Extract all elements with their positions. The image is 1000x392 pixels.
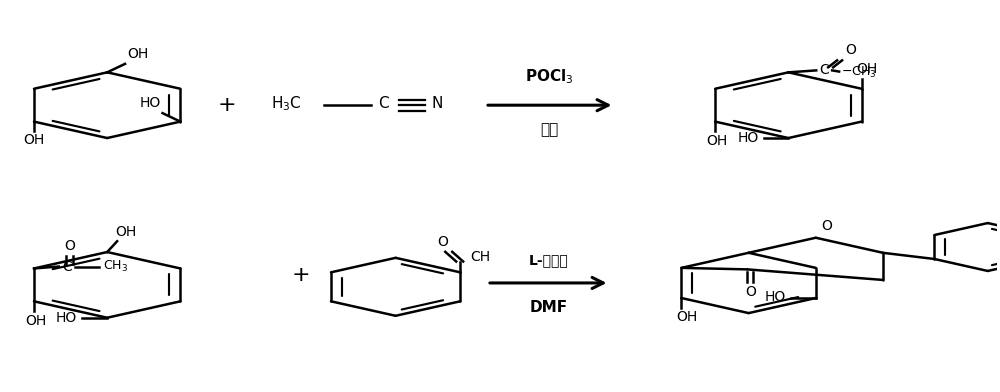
Text: DMF: DMF: [529, 300, 567, 315]
Text: O: O: [845, 43, 856, 57]
Text: HO: HO: [765, 290, 786, 304]
Text: O: O: [821, 219, 832, 233]
Text: +: +: [217, 95, 236, 115]
Text: HO: HO: [737, 131, 759, 145]
Text: OH: OH: [856, 62, 877, 76]
Text: C: C: [819, 64, 829, 77]
Text: OH: OH: [25, 314, 47, 328]
Text: $-$CH$_3$: $-$CH$_3$: [841, 65, 877, 80]
Text: OH: OH: [127, 47, 148, 61]
Text: CH: CH: [470, 250, 490, 264]
Text: N: N: [432, 96, 443, 111]
Text: OH: OH: [115, 225, 136, 238]
Text: L-脯氨酸: L-脯氨酸: [528, 253, 568, 267]
Text: O: O: [64, 240, 75, 253]
Text: CH$_3$: CH$_3$: [103, 259, 128, 274]
Text: HO: HO: [56, 311, 77, 325]
Text: POCl$_3$: POCl$_3$: [525, 67, 574, 86]
Text: HO: HO: [139, 96, 161, 110]
Text: OH: OH: [676, 310, 697, 325]
Text: C: C: [378, 96, 389, 111]
Text: 室温: 室温: [541, 123, 559, 138]
Text: O: O: [745, 285, 756, 299]
Text: OH: OH: [707, 134, 728, 148]
Text: +: +: [292, 265, 310, 285]
Text: C: C: [62, 260, 72, 274]
Text: OH: OH: [23, 133, 45, 147]
Text: O: O: [437, 235, 448, 249]
Text: H$_3$C: H$_3$C: [271, 94, 302, 113]
